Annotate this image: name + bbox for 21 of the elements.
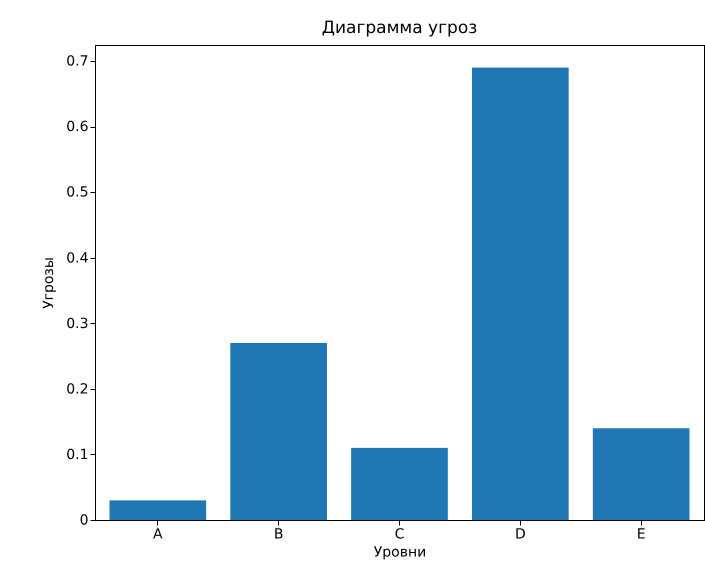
y-tick-label: 0 xyxy=(80,512,88,528)
chart-title: Диаграмма угроз xyxy=(322,18,478,38)
y-axis-title: Угрозы xyxy=(41,257,58,309)
bar xyxy=(230,342,327,520)
x-axis-title: Уровни xyxy=(374,544,426,560)
x-tick-label: D xyxy=(514,526,526,542)
x-tick-label: C xyxy=(394,526,405,542)
bar xyxy=(592,428,690,520)
x-tick-label: B xyxy=(274,526,284,542)
y-tick-label: 0.6 xyxy=(66,119,89,136)
y-tick-label: 0.3 xyxy=(66,316,88,332)
y-tick-label: 0.4 xyxy=(66,250,89,266)
y-tick-label: 0.7 xyxy=(66,54,88,70)
y-tick-label: 0.5 xyxy=(66,184,88,201)
x-tick-label: A xyxy=(153,526,164,542)
y-tick-label: 0.2 xyxy=(66,381,88,398)
bar xyxy=(110,500,206,520)
y-tick-label: 0.1 xyxy=(66,446,88,463)
bar xyxy=(472,68,569,520)
x-tick-label: E xyxy=(636,526,646,542)
bar xyxy=(351,448,448,520)
